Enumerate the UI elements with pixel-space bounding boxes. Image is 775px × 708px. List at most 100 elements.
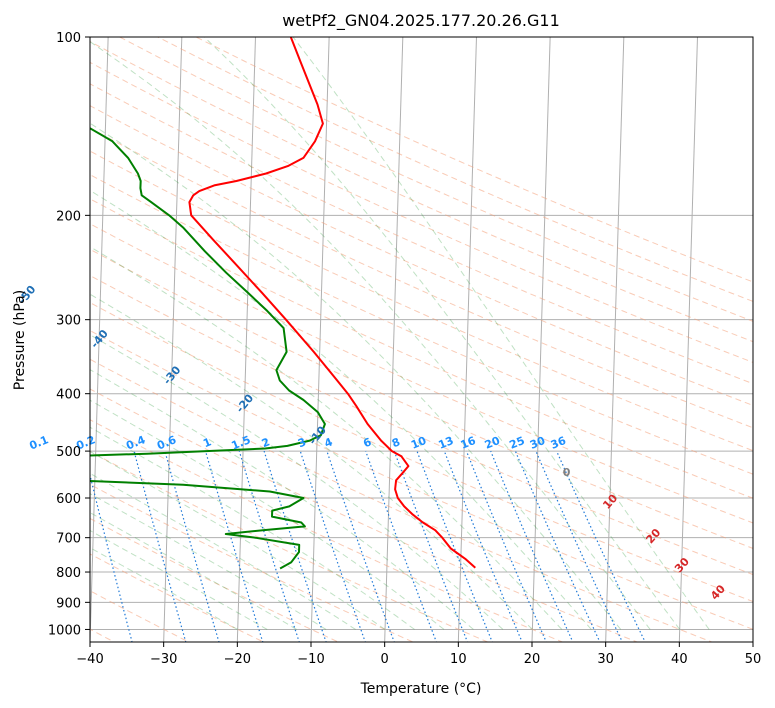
mixing-ratio-label: 0.1: [27, 433, 50, 452]
mixing-ratio-label: 2: [260, 435, 272, 450]
isotherm-line: [236, 37, 256, 642]
moist-adiabat-line: [90, 369, 474, 630]
mixing-ratio-line: [416, 450, 493, 642]
moist-adiabat-line: [90, 40, 651, 630]
x-tick-label: 40: [671, 652, 688, 667]
dry-adiabat-line: [90, 590, 190, 642]
mixing-ratio-label: 20: [483, 434, 502, 452]
mixing-ratio-line: [90, 472, 133, 642]
mixing-ratio-line: [535, 450, 624, 642]
x-tick-label: 50: [745, 652, 762, 667]
x-tick-label: 10: [450, 652, 467, 667]
dry-adiabat-line: [90, 223, 753, 524]
dry-adiabat-line: [90, 127, 753, 429]
moist-adiabat-label: 20: [643, 526, 663, 546]
dry-adiabat-line: [90, 248, 753, 549]
dry-adiabat-line: [157, 37, 753, 302]
x-tick-label: −30: [150, 652, 177, 667]
x-tick-label: −20: [224, 652, 251, 667]
x-tick-label: −10: [297, 652, 324, 667]
y-tick-label: 800: [56, 566, 81, 581]
dry-adiabat-line: [90, 329, 753, 630]
mixing-ratio-label: 0.4: [124, 433, 147, 452]
y-tick-label: 500: [56, 445, 81, 460]
isotherm-line: [310, 37, 330, 642]
moist-adiabat-line: [90, 246, 563, 630]
chart-title: wetPf2_GN04.2025.177.20.26.G11: [282, 11, 560, 31]
moist-adiabat-line: [90, 334, 504, 630]
y-tick-label: 200: [56, 209, 81, 224]
mixing-ratio-label: 3: [296, 435, 308, 450]
moist-adiabat-line: [90, 512, 297, 630]
moist-adiabat-line: [203, 37, 681, 630]
moist-adiabat-line: [90, 450, 386, 630]
isotherm-line: [531, 37, 551, 642]
dry-adiabat-line: [90, 388, 639, 642]
isotherm-line: [90, 37, 109, 642]
moist-adiabat-line: [90, 189, 592, 630]
moist-adiabat-line: [90, 493, 327, 630]
dry-adiabat-line: [90, 174, 753, 475]
mixing-ratio-label: 8: [390, 435, 402, 450]
y-tick-label: 1000: [48, 623, 81, 638]
mixing-ratio-label: 30: [528, 434, 547, 452]
isotherm-line: [752, 625, 753, 642]
mixing-ratio-line: [556, 450, 646, 642]
mixing-ratio-label: 36: [549, 434, 568, 452]
plot-area: [90, 37, 753, 642]
moist-adiabat-line: [90, 529, 268, 630]
y-axis-label: Pressure (hPa): [12, 290, 28, 390]
moist-adiabat-label: 10: [600, 491, 620, 511]
plot-frame: [89, 36, 754, 643]
dry-adiabat-line: [90, 198, 753, 499]
mixing-ratio-line: [133, 450, 187, 642]
mixing-ratio-label: 13: [436, 434, 455, 452]
dry-adiabat-line: [90, 83, 753, 385]
dry-adiabat-line: [90, 105, 753, 406]
dry-adiabat-line: [90, 419, 564, 642]
mixing-ratio-line: [263, 450, 327, 642]
isotherm-label: -30: [161, 363, 184, 387]
dewpoint-line: [90, 127, 326, 570]
axes: −40 −30 −20 −10 0 10 20 30 40 5010009008007006005…: [48, 31, 761, 667]
mixing-ratio-line: [164, 450, 220, 642]
isotherm-line: [678, 37, 698, 642]
isotherm-line: [605, 37, 625, 642]
y-tick-label: 600: [56, 492, 81, 507]
dry-adiabat-line: [90, 358, 714, 642]
isopleth-labels: 0.10.20.40.611.52346810131620253036-100-…: [16, 283, 728, 603]
x-tick-label: 0: [381, 652, 389, 667]
x-axis-label: Temperature (°C): [360, 681, 482, 697]
mixing-ratio-line: [514, 450, 601, 642]
dry-adiabat-line: [90, 61, 753, 363]
y-tick-label: 300: [56, 314, 81, 329]
x-tick-label: 30: [597, 652, 614, 667]
mixing-ratio-label: 10: [409, 434, 428, 452]
mixing-ratio-label: 16: [459, 434, 478, 452]
moist-adiabat-line: [90, 472, 356, 630]
mixing-ratio-label: 1: [201, 435, 213, 450]
moist-adiabat-line: [90, 426, 415, 630]
mixing-ratio-line: [443, 450, 523, 642]
mixing-ratio-label: 25: [508, 434, 527, 452]
mixing-ratio-line: [299, 450, 366, 642]
mixing-ratio-line: [465, 450, 547, 642]
isotherm-line: [457, 37, 477, 642]
mixing-ratio-line: [393, 450, 469, 642]
y-tick-label: 700: [56, 532, 81, 547]
dry-adiabat-line: [90, 553, 265, 642]
y-tick-label: 900: [56, 596, 81, 611]
isotherm-line: [163, 37, 183, 642]
x-tick-label: 20: [524, 652, 541, 667]
zero-isotherm-label: 0: [563, 466, 571, 479]
mixing-ratio-label: 6: [361, 435, 373, 450]
moist-adiabat-line: [292, 37, 710, 630]
temperature-line: [188, 37, 476, 569]
moist-adiabat-line: [90, 122, 622, 630]
moist-adiabat-line: [90, 399, 445, 630]
x-tick-label: −40: [76, 652, 103, 667]
dry-adiabat-line: [90, 450, 489, 642]
mixing-ratio-line: [365, 450, 438, 642]
y-tick-label: 100: [56, 31, 81, 46]
